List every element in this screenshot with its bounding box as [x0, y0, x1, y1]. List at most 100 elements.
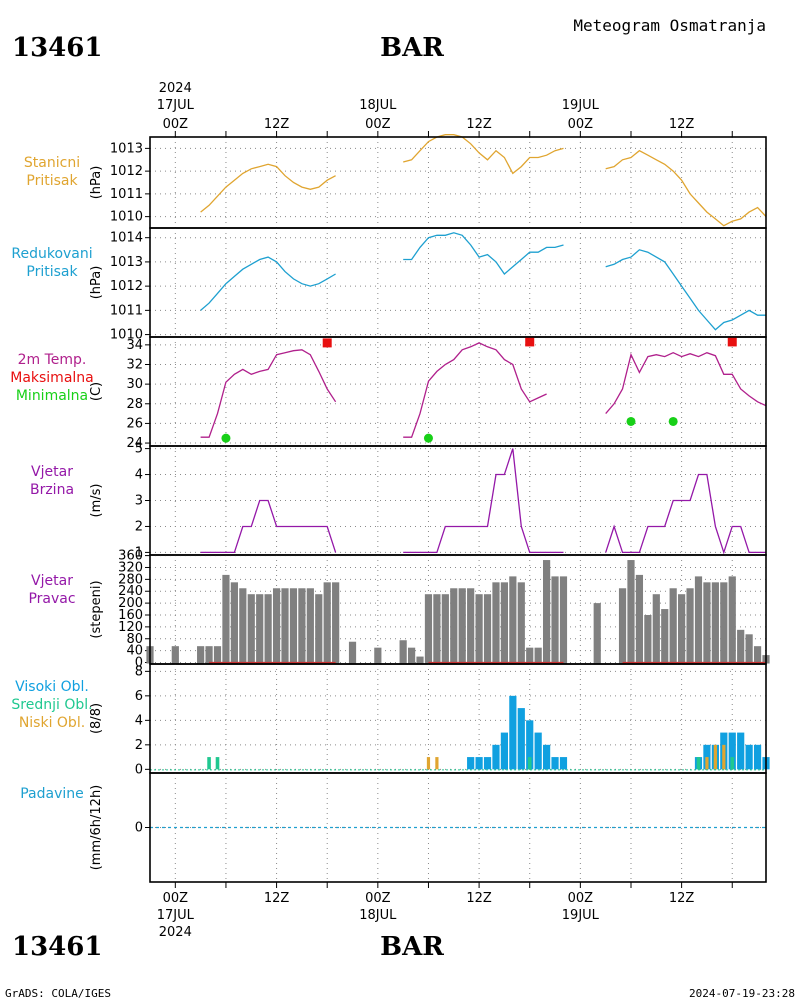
y-tick-label: 1014: [110, 231, 143, 246]
cloud-bar-visokiobl: [492, 744, 500, 770]
y-tick-label: 26: [126, 416, 143, 431]
direction-bar: [711, 582, 719, 664]
y-tick-label: 1011: [110, 303, 143, 318]
direction-bar: [407, 647, 416, 664]
top-axis-hour: 12Z: [466, 117, 492, 132]
y-axis-label: (mm/6h/12h): [89, 785, 104, 871]
y-tick-label: 40: [126, 644, 143, 659]
direction-bar: [517, 582, 525, 664]
panel-label: Redukovani: [11, 246, 92, 262]
direction-bar: [686, 588, 694, 664]
top-axis-hour: 00Z: [365, 117, 391, 132]
cloud-bar-srednjiobl: [207, 757, 211, 770]
y-axis-label: (m/s): [89, 484, 104, 518]
y-tick-label: 1: [135, 545, 143, 560]
direction-bar: [289, 588, 298, 664]
y-tick-label: 240: [118, 584, 143, 599]
direction-bar: [441, 594, 449, 664]
cloud-bar-visokiobl: [534, 732, 542, 770]
direction-bar: [281, 588, 289, 664]
y-tick-label: 5: [135, 442, 143, 457]
direction-bar: [264, 594, 272, 664]
cloud-bar-niskiobl: [426, 757, 431, 770]
direction-bar: [635, 574, 644, 664]
series-line: [200, 232, 766, 331]
series-line: [200, 134, 767, 227]
panel-label: Pritisak: [26, 264, 78, 280]
bottom-axis-year: 2024: [159, 925, 192, 940]
direction-bar: [661, 609, 669, 664]
station-name-top: BAR: [380, 33, 444, 63]
direction-bar: [306, 588, 314, 664]
cloud-bar-visokiobl: [745, 744, 753, 770]
y-axis-label: (stepeni): [89, 580, 104, 638]
panel-label: Brzina: [30, 482, 74, 498]
cloud-bar-visokiobl: [509, 695, 517, 770]
tmax-marker: [727, 337, 737, 347]
top-axis-hour: 00Z: [568, 117, 594, 132]
bottom-axis-hour: 00Z: [163, 891, 189, 906]
y-tick-label: 1012: [110, 279, 143, 294]
y-tick-label: 4: [135, 468, 143, 483]
y-tick-label: 2: [135, 519, 143, 534]
cloud-bar-visokiobl: [543, 744, 551, 770]
panel-label: Pritisak: [26, 173, 78, 189]
top-axis-hour: 12Z: [669, 117, 695, 132]
panel-label: Padavine: [20, 786, 84, 802]
direction-bar: [239, 588, 247, 664]
y-tick-label: 6: [135, 689, 143, 704]
cloud-bar-niskiobl: [722, 744, 726, 770]
direction-bar: [256, 594, 264, 664]
direction-bar: [467, 588, 475, 664]
y-tick-label: 1011: [110, 187, 143, 202]
tmin-marker: [668, 416, 678, 426]
bottom-axis-hour: 00Z: [365, 891, 391, 906]
direction-bar: [247, 594, 255, 664]
footer-credit: GrADS: COLA/IGES: [5, 987, 111, 1000]
top-axis-day: 19JUL: [562, 98, 600, 113]
cloud-bar-visokiobl: [551, 757, 559, 770]
tmax-marker: [525, 337, 535, 347]
top-axis-day: 17JUL: [157, 98, 195, 113]
direction-bar: [559, 576, 568, 664]
direction-bar: [298, 588, 306, 664]
y-tick-label: 0: [135, 762, 143, 777]
cloud-bar-srednjiobl: [215, 757, 220, 770]
panel-frame: [149, 227, 767, 338]
panel-precipitation: 0 (mm/6h/12h) Padavine: [20, 772, 767, 883]
tmin-marker: [423, 433, 433, 443]
direction-bar: [399, 640, 407, 664]
y-tick-label: 80: [126, 632, 143, 647]
bottom-axis-day: 18JUL: [359, 908, 397, 923]
bottom-axis-day: 17JUL: [157, 908, 195, 923]
cloud-bar-visokiobl: [728, 732, 736, 770]
y-tick-label: 1013: [110, 255, 143, 270]
y-tick-label: 160: [118, 608, 143, 623]
y-tick-label: 4: [135, 713, 143, 728]
direction-bar: [703, 582, 711, 664]
cloud-bar-visokiobl: [517, 708, 525, 770]
direction-bar: [222, 574, 230, 664]
y-axis-label: (8/8): [89, 703, 104, 734]
top-axis-year: 2024: [159, 81, 192, 96]
series-line: [200, 448, 766, 555]
bottom-axis-hour: 12Z: [466, 891, 492, 906]
cloud-bar-visokiobl: [559, 757, 568, 770]
direction-bar: [424, 594, 433, 664]
top-axis-hour: 12Z: [264, 117, 290, 132]
direction-bar: [753, 646, 762, 664]
panel-label: 2m Temp.: [18, 352, 87, 368]
y-tick-label: 32: [126, 357, 143, 372]
panel-label: Niski Obl.: [19, 715, 85, 731]
tmin-marker: [626, 416, 636, 426]
bottom-axis-hour: 00Z: [568, 891, 594, 906]
cloud-bar-visokiobl: [467, 757, 475, 770]
y-tick-label: 1013: [110, 141, 143, 156]
cloud-bar-niskiobl: [705, 757, 709, 770]
direction-bar: [323, 582, 331, 664]
y-tick-label: 1010: [110, 210, 143, 225]
y-tick-label: 200: [118, 596, 143, 611]
direction-bar: [272, 588, 281, 664]
